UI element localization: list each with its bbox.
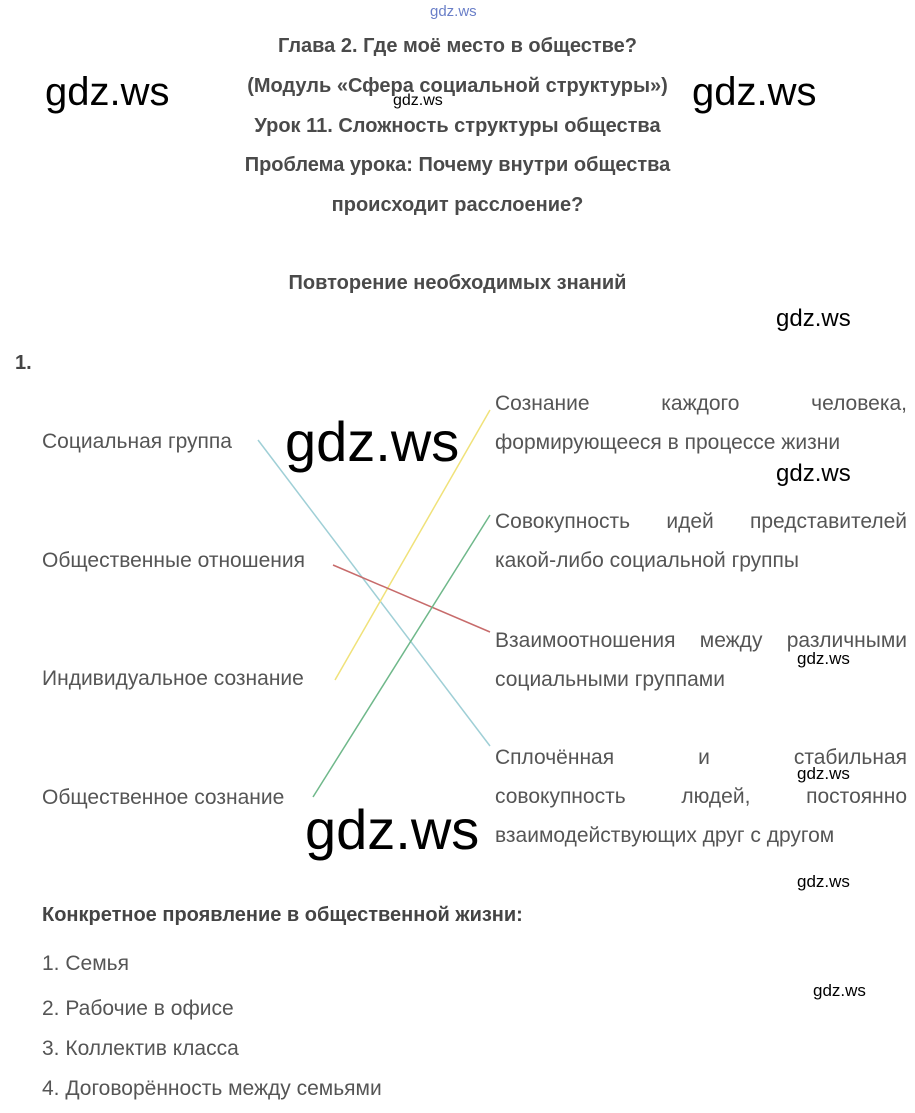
left-item: Индивидуальное сознание xyxy=(42,667,304,690)
heading: происходит расслоение? xyxy=(331,194,584,216)
example-item: 4. Договорённость между семьями xyxy=(42,1077,382,1100)
watermark: gdz.ws xyxy=(776,460,851,487)
right-item-line: какой-либо социальной группы xyxy=(495,549,800,572)
watermark: gdz.ws xyxy=(305,798,480,861)
left-item: Общественные отношения xyxy=(42,549,305,572)
connector xyxy=(257,439,491,747)
right-item-line: совокупность людей, постоянно xyxy=(495,785,907,808)
watermark: gdz.ws xyxy=(797,649,850,668)
examples-title: Конкретное проявление в общественной жиз… xyxy=(42,904,523,926)
right-item-line: Взаимоотношения между различными xyxy=(495,629,907,652)
watermark: gdz.ws xyxy=(797,872,850,891)
watermark: gdz.ws xyxy=(813,981,866,1000)
heading: Урок 11. Сложность структуры общества xyxy=(254,115,661,137)
watermark: gdz.ws xyxy=(285,410,460,473)
right-item-line: формирующееся в процессе жизни xyxy=(495,431,841,454)
connector xyxy=(332,564,491,633)
connector xyxy=(334,409,491,681)
watermark: gdz.ws xyxy=(692,70,817,114)
watermark: gdz.ws xyxy=(45,70,170,114)
task-number: 1. xyxy=(15,352,32,374)
heading: Глава 2. Где моё место в обществе? xyxy=(277,35,638,57)
heading: (Модуль «Сфера социальной структуры») xyxy=(247,75,668,97)
right-item-line: Сплочённая и стабильная xyxy=(495,746,907,769)
right-item-line: Совокупность идей представителей xyxy=(495,510,907,533)
right-item-line: Сознание каждого человека, xyxy=(495,392,907,415)
heading: Проблема урока: Почему внутри общества xyxy=(244,154,671,176)
right-item-line: взаимодействующих друг с другом xyxy=(495,824,835,847)
watermark: gdz.ws xyxy=(776,305,851,332)
example-item: 1. Семья xyxy=(42,952,129,975)
section-title: Повторение необходимых знаний xyxy=(288,272,627,294)
left-item: Общественное сознание xyxy=(42,786,285,809)
watermark: gdz.ws xyxy=(797,764,850,783)
connector xyxy=(312,514,491,798)
watermark: gdz.ws xyxy=(393,92,443,109)
example-item: 2. Рабочие в офисе xyxy=(42,997,234,1020)
watermark: gdz.ws xyxy=(430,3,477,20)
example-item: 3. Коллектив класса xyxy=(42,1037,239,1060)
right-item-line: социальными группами xyxy=(495,668,725,691)
left-item: Социальная группа xyxy=(42,430,232,453)
